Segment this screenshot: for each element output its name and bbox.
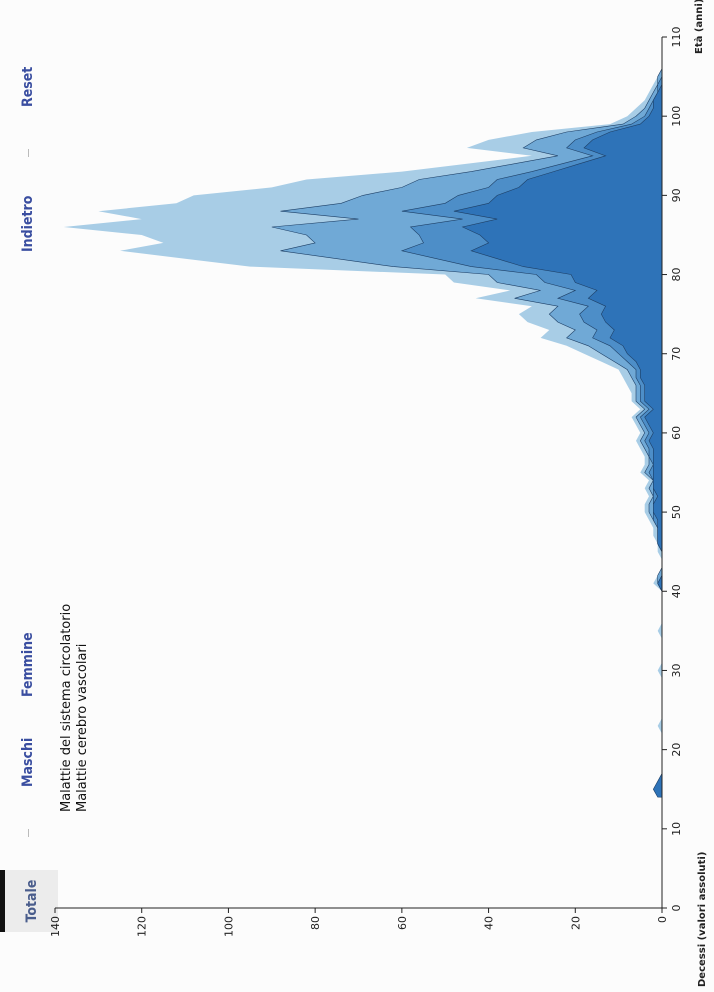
x-tick-label: 40 [670,584,683,598]
x-axis-title: Età (anni) [693,0,705,54]
y-axis-title: Decessi (valori assoluti) [697,852,708,987]
x-tick-label: 70 [670,347,683,361]
y-tick-label: 80 [309,916,322,930]
y-tick-label: 20 [569,916,582,930]
y-tick-label: 120 [136,916,149,937]
x-tick-label: 60 [670,426,683,440]
x-tick-label: 10 [670,822,683,836]
y-tick-label: 60 [396,916,409,930]
x-tick-label: 100 [670,106,683,127]
axes: 0 10 20 30 40 50 60 70 80 90 100 110 0 20 40 60 80 100 120… [49,27,683,938]
legend-item-circulatory: Malattie del sistema circolatorio [59,604,74,812]
legend-item-cerebrovascular: Malattie cerebro vascolari [75,644,90,812]
area-layers [63,68,663,798]
y-tick-label: 0 [656,916,669,923]
y-tick-label: 140 [49,916,62,937]
x-tick-label: 50 [670,505,683,519]
y-tick-label: 100 [222,916,235,937]
x-tick-label: 90 [670,188,683,202]
x-tick-label: 20 [670,743,683,757]
x-tick-label: 110 [670,27,683,48]
x-tick-label: 30 [670,663,683,677]
x-tick-label: 0 [670,905,683,912]
x-tick-label: 80 [670,268,683,282]
y-tick-label: 40 [483,916,496,930]
